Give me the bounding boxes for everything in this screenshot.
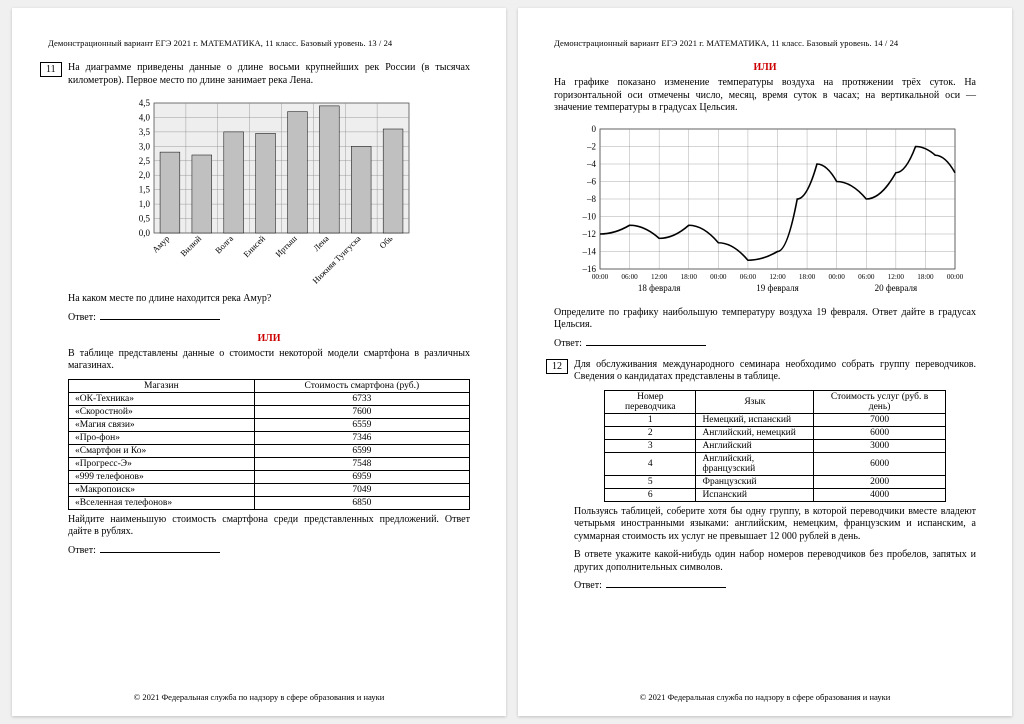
svg-text:Енисей: Енисей — [241, 233, 267, 259]
svg-text:4,5: 4,5 — [139, 98, 151, 108]
or-label: ИЛИ — [68, 333, 470, 344]
svg-text:–4: –4 — [586, 159, 597, 169]
svg-text:3,5: 3,5 — [139, 127, 151, 137]
answer-line: Ответ: — [574, 580, 976, 591]
svg-text:06:00: 06:00 — [740, 273, 757, 281]
problem-12-text4: В ответе укажите какой-нибудь один набор… — [574, 549, 976, 574]
svg-text:–10: –10 — [582, 211, 597, 221]
svg-text:20 февраля: 20 февраля — [875, 283, 918, 293]
answer-line: Ответ: — [554, 338, 976, 349]
svg-text:12:00: 12:00 — [888, 273, 905, 281]
svg-text:Лена: Лена — [311, 233, 331, 253]
svg-text:4,0: 4,0 — [139, 112, 151, 122]
svg-text:18:00: 18:00 — [917, 273, 934, 281]
line-chart-intro: На графике показано изменение температур… — [554, 77, 976, 115]
translator-table: Номер переводчикаЯзыкСтоимость услуг (ру… — [604, 390, 946, 502]
svg-text:0,0: 0,0 — [139, 228, 151, 238]
svg-text:Обь: Обь — [377, 233, 394, 250]
svg-text:Вилюй: Вилюй — [178, 233, 203, 258]
problem-11b-text: В таблице представлены данные о стоимост… — [68, 348, 470, 373]
svg-text:0: 0 — [592, 124, 597, 134]
question-11b: Найдите наименьшую стоимость смартфона с… — [68, 514, 470, 539]
river-bar-chart: 0,0 0,5 1,0 1,5 2,0 2,5 3,0 3,5 4,0 4,5 Амур Вилюй В… — [119, 93, 419, 293]
svg-text:19 февраля: 19 февраля — [756, 283, 799, 293]
svg-text:1,0: 1,0 — [139, 199, 151, 209]
svg-text:–8: –8 — [586, 194, 597, 204]
footer: © 2021 Федеральная служба по надзору в с… — [12, 692, 506, 702]
answer-line: Ответ: — [68, 545, 470, 556]
temperature-line-chart: 0–2–4–6–8–10–12–14–1600:0006:0012:0018:0… — [565, 121, 965, 301]
svg-text:00:00: 00:00 — [828, 273, 845, 281]
svg-text:–6: –6 — [586, 176, 597, 186]
svg-text:12:00: 12:00 — [769, 273, 786, 281]
problem-12-text3: Пользуясь таблицей, соберите хотя бы одн… — [574, 506, 976, 544]
footer: © 2021 Федеральная служба по надзору в с… — [518, 692, 1012, 702]
header: Демонстрационный вариант ЕГЭ 2021 г. МАТ… — [554, 38, 976, 48]
problem-number-11: 11 — [40, 62, 62, 77]
svg-text:00:00: 00:00 — [592, 273, 609, 281]
svg-text:2,0: 2,0 — [139, 170, 151, 180]
or-label: ИЛИ — [554, 62, 976, 73]
header: Демонстрационный вариант ЕГЭ 2021 г. МАТ… — [48, 38, 470, 48]
svg-text:00:00: 00:00 — [710, 273, 727, 281]
page-left: Демонстрационный вариант ЕГЭ 2021 г. МАТ… — [12, 8, 506, 716]
svg-text:Амур: Амур — [150, 233, 171, 254]
svg-text:00:00: 00:00 — [947, 273, 964, 281]
question-12a: Определите по графику наибольшую темпера… — [554, 307, 976, 332]
svg-text:Иртыш: Иртыш — [273, 233, 299, 259]
svg-text:0,5: 0,5 — [139, 214, 151, 224]
svg-text:–12: –12 — [582, 229, 597, 239]
problem-number-12: 12 — [546, 359, 568, 374]
svg-text:06:00: 06:00 — [858, 273, 875, 281]
svg-text:Волга: Волга — [213, 233, 235, 255]
smartphone-table: МагазинСтоимость смартфона (руб.)«ОК-Тех… — [68, 379, 470, 510]
svg-text:18:00: 18:00 — [681, 273, 698, 281]
problem-12-text: Для обслуживания международного семинара… — [574, 359, 976, 384]
question-11a: На каком месте по длине находится река А… — [68, 293, 470, 306]
page-right: Демонстрационный вариант ЕГЭ 2021 г. МАТ… — [518, 8, 1012, 716]
svg-text:–14: –14 — [582, 246, 597, 256]
problem-11-text: На диаграмме приведены данные о длине во… — [68, 62, 470, 87]
svg-text:1,5: 1,5 — [139, 185, 151, 195]
svg-text:18 февраля: 18 февраля — [638, 283, 681, 293]
svg-text:3,0: 3,0 — [139, 141, 151, 151]
svg-text:2,5: 2,5 — [139, 156, 151, 166]
svg-text:12:00: 12:00 — [651, 273, 668, 281]
svg-text:06:00: 06:00 — [621, 273, 638, 281]
svg-text:–2: –2 — [586, 141, 596, 151]
answer-line: Ответ: — [68, 312, 470, 323]
svg-text:18:00: 18:00 — [799, 273, 816, 281]
